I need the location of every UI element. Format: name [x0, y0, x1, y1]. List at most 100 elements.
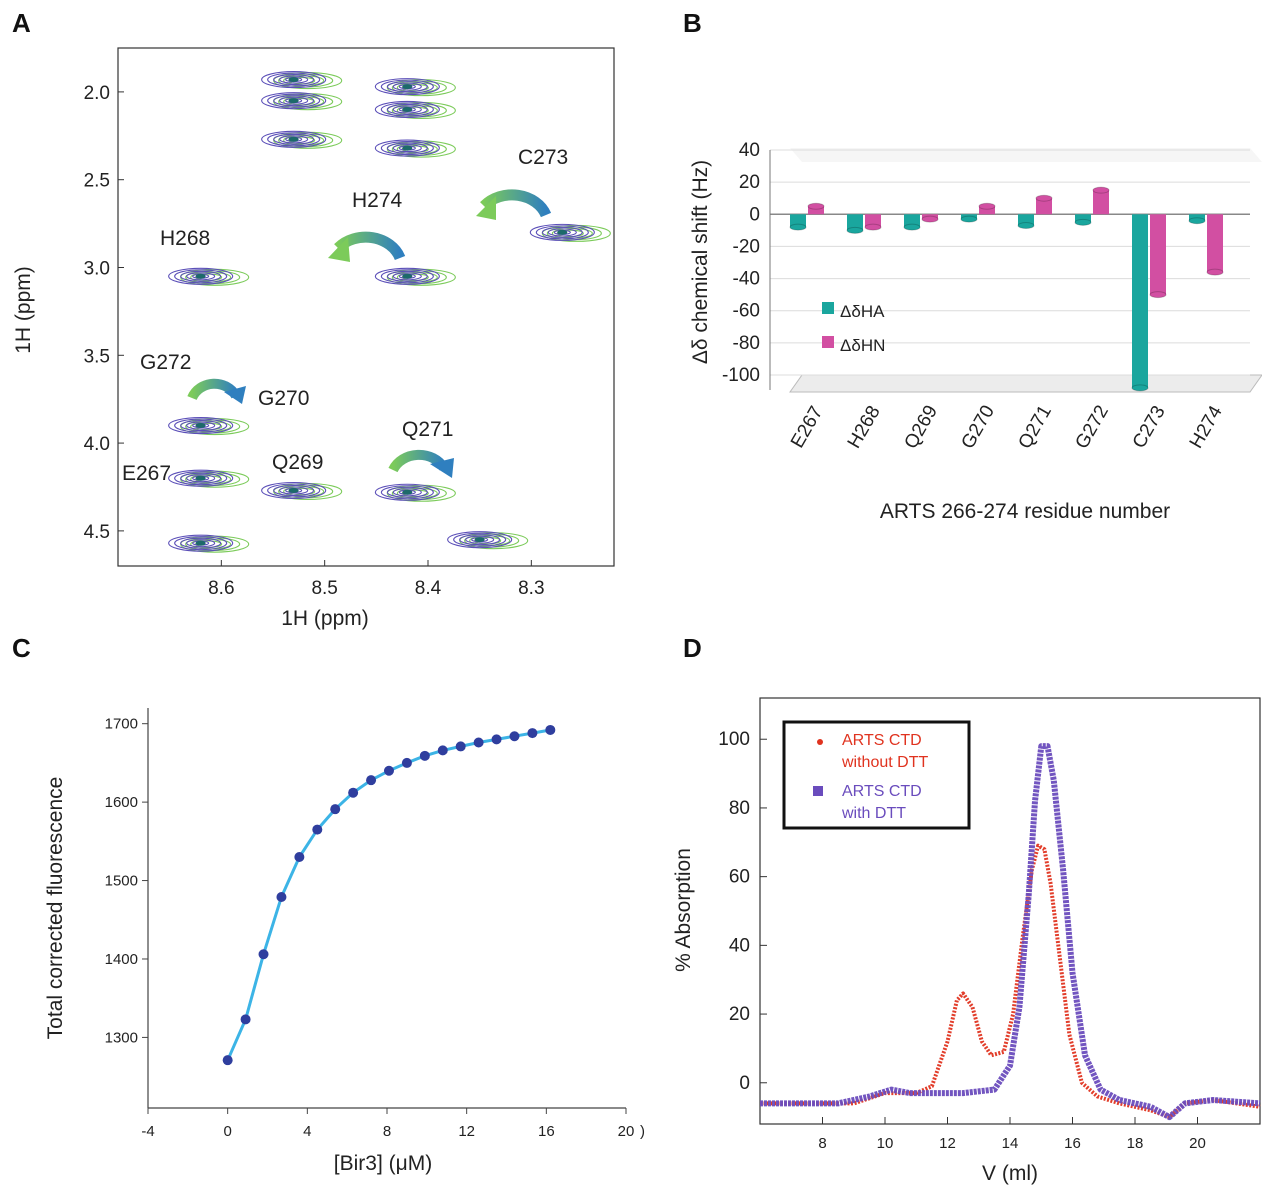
fluorescence-titration-panel: -4 0 4 8 12 16 20 1300 1400 1500 1600 1700 ) [Bir3]…: [44, 708, 645, 1175]
fluor-data-point: [258, 949, 269, 960]
nmr-peak-contour-blue: [180, 270, 222, 282]
bar-y-tick-label: -60: [733, 301, 760, 322]
nmr-peak-contour-blue: [261, 71, 327, 89]
nmr-peak: [447, 531, 529, 550]
nmr-y-tick-label: 4.5: [84, 522, 110, 543]
absorption-line-without-dtt: [760, 843, 1261, 1120]
nmr-peak-contour-blue: [447, 531, 513, 549]
fluor-x-tick-label: 8: [383, 1123, 391, 1140]
nmr-peak: [374, 139, 456, 158]
nmr-peak-contour-blue: [541, 226, 583, 238]
absorption-panel: 8 10 12 14 16 18 20 0 20 40 60 80 100 ARTS CTD witho…: [672, 697, 1261, 1185]
absorption-y-tick-label: 40: [729, 935, 750, 956]
absorption-x-tick-label: 18: [1127, 1135, 1144, 1152]
bar-category-label: H274: [1186, 402, 1227, 452]
fluor-data-point: [294, 852, 305, 863]
fluor-y-tick-label: 1400: [105, 951, 138, 968]
nmr-peak-contour-blue: [261, 130, 327, 148]
legend-without-dtt-line2: without DTT: [841, 754, 928, 771]
nmr-axis-ticks: 8.6 8.5 8.4 8.3 2.0 2.5 3.0 3.5 4.0 4.5: [84, 83, 545, 599]
nmr-peak-contour-blue: [174, 269, 228, 284]
absorption-series: [760, 743, 1261, 1121]
bar-x-axis-label: ARTS 266-274 residue number: [880, 500, 1170, 523]
bar-hn: [865, 214, 881, 228]
arrow-c273-icon: [480, 189, 552, 218]
absorption-x-tick-label: 10: [877, 1135, 894, 1152]
nmr-peak-contour-blue: [453, 532, 507, 547]
nmr-y-axis-label: 1H (ppm): [12, 266, 35, 354]
nmr-peak-contour-blue: [380, 102, 434, 117]
nmr-peak: [168, 469, 250, 488]
nmr-peak-contour-blue: [261, 481, 327, 500]
bar-gridlines: [769, 149, 1250, 390]
nmr-peak-contour-blue: [547, 228, 577, 237]
fluor-x-tick-label: 20: [618, 1123, 635, 1140]
fluor-data-point: [330, 804, 341, 815]
bar-cap: [903, 223, 921, 231]
nmr-peak-core: [557, 229, 568, 235]
nmr-peak: [374, 483, 456, 502]
fluor-data-point: [222, 1055, 233, 1066]
bar-y-tick-label: 0: [749, 204, 760, 225]
nmr-peak-contour-blue: [168, 416, 234, 435]
nmr-peak-contour-blue: [374, 100, 440, 119]
fluor-data-point: [240, 1014, 251, 1025]
nmr-x-tick-label: 8.3: [518, 578, 544, 599]
absorption-y-axis-label: % Absorption: [672, 848, 695, 972]
absorption-x-tick-label: 20: [1189, 1135, 1206, 1152]
label-q271: Q271: [402, 418, 453, 441]
nmr-x-axis-label: 1H (ppm): [281, 607, 369, 630]
label-g272: G272: [140, 351, 191, 374]
absorption-x-tick-label: 14: [1002, 1135, 1019, 1152]
bar-hn: [1150, 214, 1166, 295]
nmr-peaks: [168, 71, 611, 553]
nmr-peak-core: [288, 136, 299, 142]
fluor-data-point: [509, 731, 520, 742]
arrowhead-g272-icon: [224, 386, 246, 404]
bar-hn: [1036, 198, 1052, 215]
bar-y-tick-label: -100: [722, 365, 760, 386]
nmr-peak-contour-blue: [386, 103, 428, 116]
nmr-peak-contour-blue: [273, 74, 315, 86]
nmr-peak: [374, 78, 456, 97]
nmr-peak-core: [195, 475, 206, 481]
nmr-peak-core: [402, 489, 413, 495]
legend-with-dtt-line1: ARTS CTD: [842, 783, 922, 800]
bar-ha: [790, 214, 806, 228]
bar-cap: [921, 215, 939, 223]
bar-cap: [978, 202, 996, 210]
nmr-y-tick-label: 2.0: [84, 83, 110, 104]
nmr-peak: [261, 92, 343, 111]
bar-category-label: G272: [1072, 402, 1113, 453]
bar-cap: [789, 223, 807, 231]
nmr-peak-contour-blue: [174, 471, 228, 486]
legend-label-hn: ΔδHN: [840, 336, 885, 355]
nmr-y-tick-label: 3.5: [84, 346, 110, 367]
bar-y-tick-label: -80: [733, 333, 760, 354]
fluor-data-point: [419, 750, 430, 761]
bar-3d-floor: [789, 374, 1262, 393]
fluor-x-tick-label: 4: [303, 1123, 311, 1140]
nmr-peak-contour-blue: [273, 95, 315, 107]
bar-cap: [1131, 384, 1149, 392]
fluor-data-point: [545, 724, 556, 735]
fluor-data-point: [383, 765, 394, 776]
bar-y-tick-label: -20: [733, 236, 760, 257]
bar-hn: [979, 206, 995, 215]
nmr-peak: [529, 223, 611, 242]
fluor-data-point: [312, 824, 323, 835]
nmr-peak-contour-blue: [386, 142, 428, 154]
fluor-data-point: [276, 892, 287, 903]
bar-hn: [808, 206, 824, 215]
absorption-y-tick-label: 60: [729, 867, 750, 888]
nmr-peak: [261, 130, 343, 149]
bar-category-label: Q271: [1015, 402, 1056, 453]
bar-cap: [960, 215, 978, 223]
panel-label-d: D: [683, 633, 702, 663]
fluor-x-tick-label: -4: [141, 1123, 154, 1140]
nmr-x-tick-label: 8.4: [415, 578, 442, 599]
bar-y-tick-label: 40: [739, 140, 760, 161]
nmr-peak-contour-blue: [535, 225, 589, 240]
fluor-data-point: [527, 728, 538, 739]
absorption-line-with-dtt: [760, 743, 1261, 1121]
